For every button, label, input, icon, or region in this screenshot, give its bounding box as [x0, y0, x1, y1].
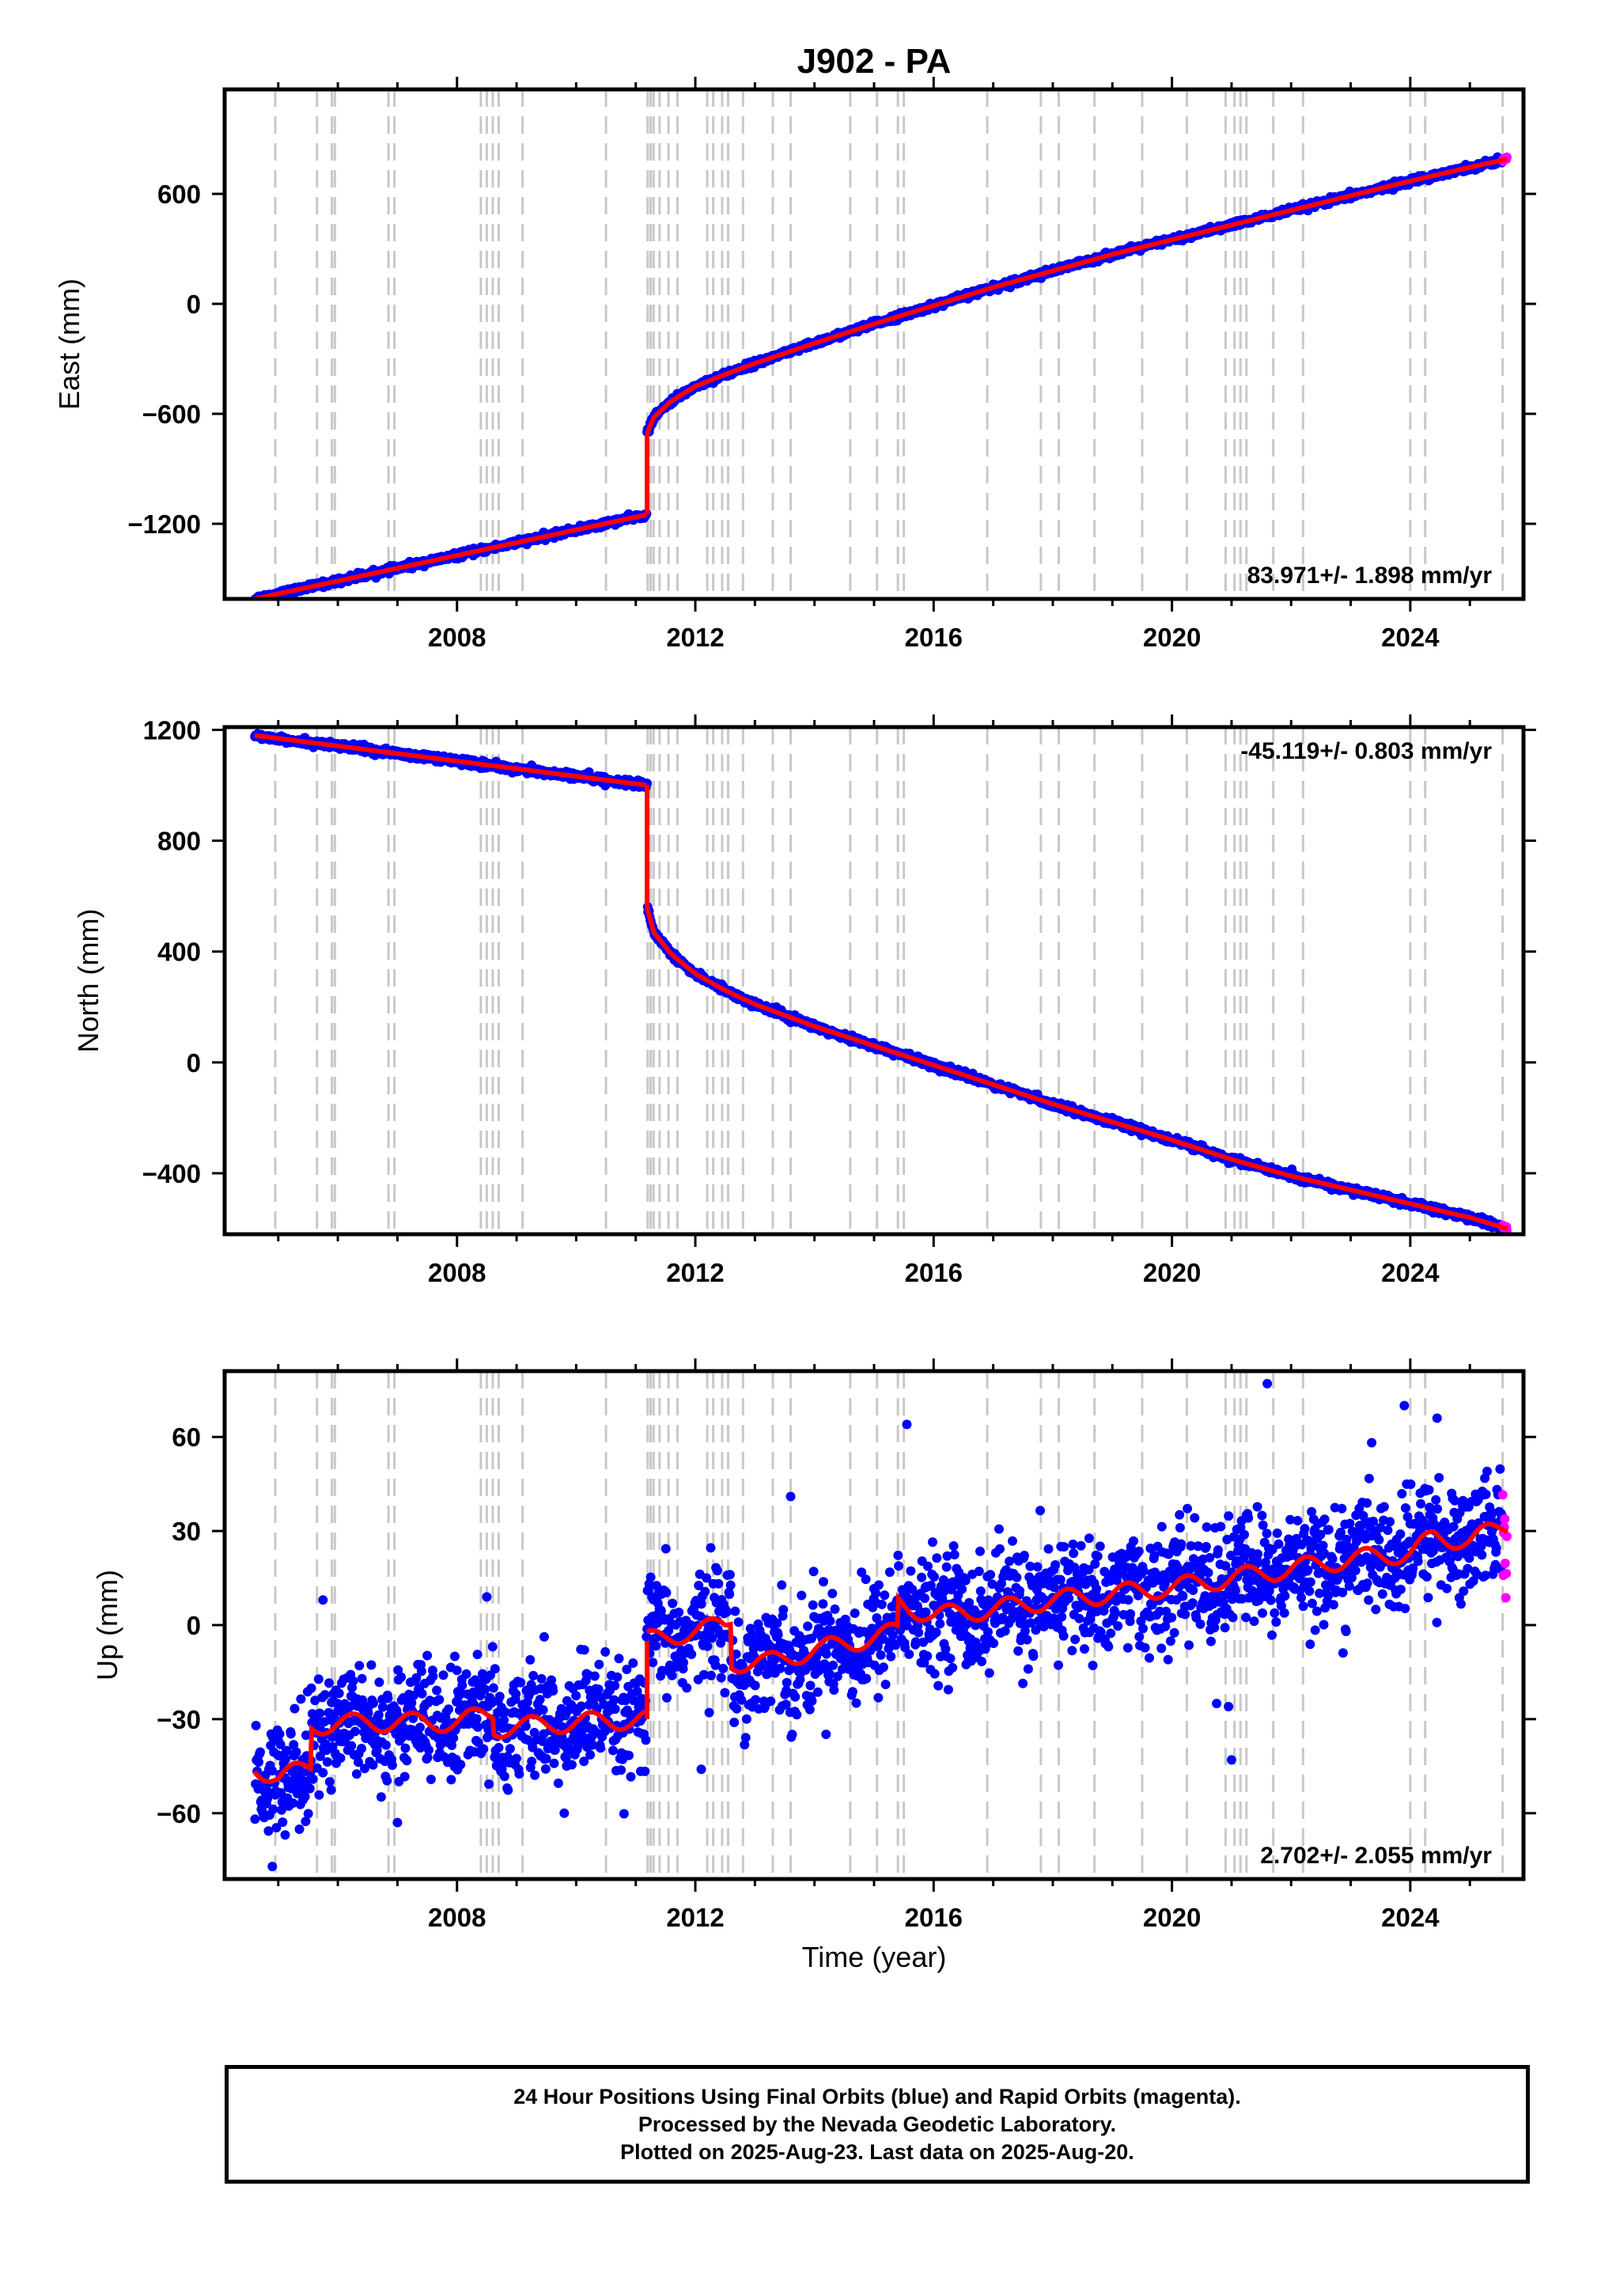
- y-tick-label: −600: [142, 400, 201, 429]
- y-tick-label: −400: [142, 1159, 201, 1188]
- rate-label: 83.971+/- 1.898 mm/yr: [1247, 563, 1493, 589]
- model-line: [645, 906, 1508, 1231]
- y-tick-label: 400: [157, 938, 201, 967]
- y-tick-label: 600: [157, 180, 201, 209]
- y-tick-label: −1200: [127, 510, 201, 539]
- x-tick-label: 2024: [1381, 623, 1440, 652]
- y-tick-label: 800: [157, 827, 201, 856]
- y-tick-label: 1200: [143, 716, 201, 745]
- x-tick-label: 2012: [666, 623, 724, 652]
- model-line: [645, 157, 1508, 435]
- x-tick-label: 2020: [1143, 623, 1201, 652]
- x-tick-label: 2016: [905, 623, 963, 652]
- y-tick-label: 0: [187, 1048, 201, 1078]
- x-axis-label: Time (year): [802, 1941, 947, 1973]
- chart-title: J902 - PA: [797, 42, 952, 81]
- y-tick-label: 0: [187, 290, 201, 319]
- x-tick-label: 2008: [428, 623, 486, 652]
- panel-1: 600 0 −600 −1200 2008 2012 2016 2020 2024 East (m…: [53, 77, 1536, 652]
- panel-frame: [222, 87, 1526, 601]
- model-line: [254, 512, 647, 599]
- y-axis-label: East (mm): [53, 278, 85, 410]
- panel-frame: [222, 725, 1526, 1237]
- data-points: [250, 729, 1512, 1234]
- model-line: [254, 733, 647, 788]
- data-points: [250, 152, 1512, 599]
